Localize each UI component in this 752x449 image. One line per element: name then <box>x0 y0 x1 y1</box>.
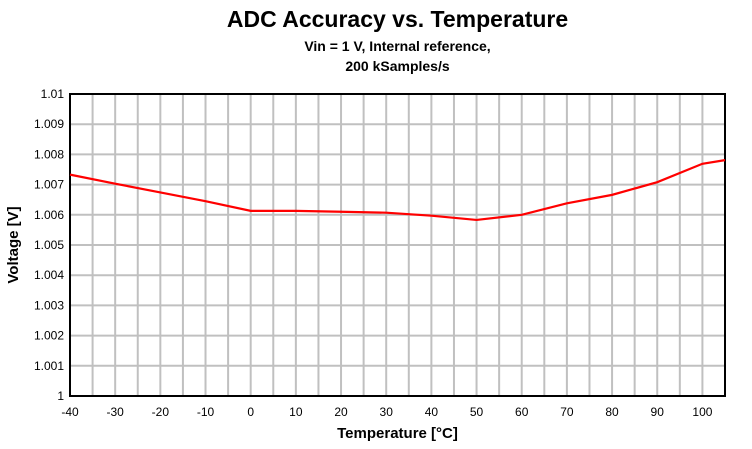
y-tick-label: 1.001 <box>34 359 64 373</box>
y-tick-label: 1 <box>57 389 64 403</box>
x-tick-label: -10 <box>197 405 215 419</box>
y-tick-label: 1.009 <box>34 117 64 131</box>
x-tick-label: 50 <box>470 405 484 419</box>
y-tick-label: 1.01 <box>41 87 65 101</box>
series-line <box>69 159 726 222</box>
y-axis-label: Voltage [V] <box>5 206 22 283</box>
y-tick-label: 1.006 <box>34 208 64 222</box>
y-tick-label: 1.004 <box>34 268 64 282</box>
y-tick-label: 1.002 <box>34 329 64 343</box>
chart-subtitle-line-2: 200 kSamples/s <box>345 58 450 74</box>
x-tick-label: 70 <box>560 405 574 419</box>
chart-title: ADC Accuracy vs. Temperature <box>226 6 569 32</box>
chart-subtitle-line-1: Vin = 1 V, Internal reference, <box>304 38 491 54</box>
x-tick-label: -20 <box>152 405 170 419</box>
y-tick-label: 1.007 <box>34 178 64 192</box>
x-tick-label: 60 <box>515 405 529 419</box>
x-tick-label: 100 <box>692 405 712 419</box>
x-tick-label: -30 <box>107 405 125 419</box>
x-tick-label: 40 <box>425 405 439 419</box>
y-tick-label: 1.003 <box>34 298 64 312</box>
x-tick-label: 0 <box>247 405 254 419</box>
x-tick-label: 90 <box>651 405 665 419</box>
x-tick-label: 10 <box>289 405 303 419</box>
x-tick-label: 20 <box>334 405 348 419</box>
x-axis-label: Temperature [°C] <box>337 425 458 442</box>
x-tick-label: 80 <box>605 405 619 419</box>
plot-frame <box>69 93 726 397</box>
y-tick-label: 1.005 <box>34 238 64 252</box>
x-tick-label: 30 <box>380 405 394 419</box>
y-tick-label: 1.008 <box>34 147 64 161</box>
x-tick-label: -40 <box>61 405 79 419</box>
